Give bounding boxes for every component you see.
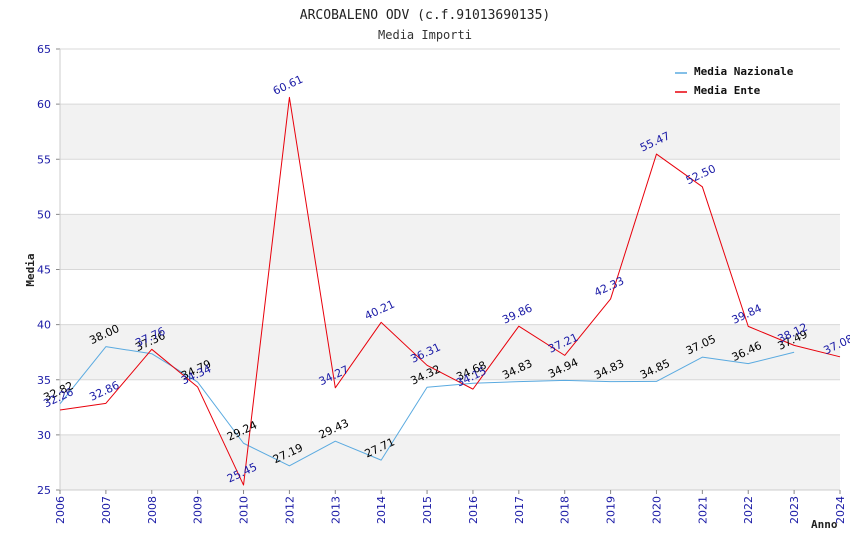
- x-tick-label: 2024: [834, 496, 847, 524]
- x-axis-label: Anno: [811, 518, 838, 531]
- grid-band: [60, 104, 840, 160]
- y-tick-label: 60: [37, 98, 51, 111]
- series-line-media-nazionale: [59, 346, 795, 467]
- y-tick-label: 25: [37, 484, 51, 497]
- y-axis: 25 30 35 40 45 50 55 60 65: [37, 43, 61, 497]
- x-tick-label: 2007: [100, 496, 113, 524]
- legend-label-media-ente: Media Ente: [694, 84, 761, 97]
- x-tick-label: 2018: [559, 496, 572, 524]
- y-tick-label: 45: [37, 264, 51, 277]
- grid-band: [60, 214, 840, 270]
- x-tick-label: 2008: [146, 496, 159, 524]
- x-tick-label: 2017: [513, 496, 526, 524]
- series-lines: [59, 96, 841, 486]
- y-tick-label: 65: [37, 43, 51, 56]
- chart-title: ARCOBALENO ODV (c.f.91013690135): [300, 8, 550, 23]
- x-tick-label: 2021: [696, 496, 709, 524]
- grid-band: [60, 324, 840, 380]
- legend: Media Nazionale Media Ente: [669, 59, 810, 101]
- x-tick-label: 2010: [238, 496, 251, 524]
- grid-band: [60, 159, 840, 215]
- y-tick-label: 50: [37, 208, 51, 221]
- grid-band: [60, 379, 840, 435]
- x-tick-label: 2013: [329, 496, 342, 524]
- x-tick-label: 2012: [283, 496, 296, 524]
- x-tick-label: 2009: [192, 496, 205, 524]
- y-tick-label: 35: [37, 374, 51, 387]
- y-tick-label: 55: [37, 153, 51, 166]
- x-tick-label: 2014: [375, 496, 388, 524]
- y-tick-label: 40: [37, 319, 51, 332]
- legend-box: [669, 59, 810, 101]
- x-tick-label: 2015: [421, 496, 434, 524]
- chart-subtitle: Media Importi: [378, 28, 472, 42]
- x-tick-label: 2020: [650, 496, 663, 524]
- legend-label-media-nazionale: Media Nazionale: [694, 65, 794, 78]
- x-tick-label: 2006: [54, 496, 67, 524]
- series-line-media-ente: [59, 96, 841, 486]
- x-tick-label: 2016: [467, 496, 480, 524]
- x-tick-label: 2023: [788, 496, 801, 524]
- x-tick-label: 2022: [742, 496, 755, 524]
- grid-band: [60, 434, 840, 490]
- plot-background: [60, 48, 840, 491]
- y-tick-label: 30: [37, 429, 51, 442]
- x-tick-label: 2019: [605, 496, 618, 524]
- grid-band: [60, 269, 840, 325]
- y-axis-label: Media: [24, 253, 37, 286]
- x-axis: 2006 2007 2008 2009 2010 2012 2013 2014 2015 2016…: [54, 489, 847, 524]
